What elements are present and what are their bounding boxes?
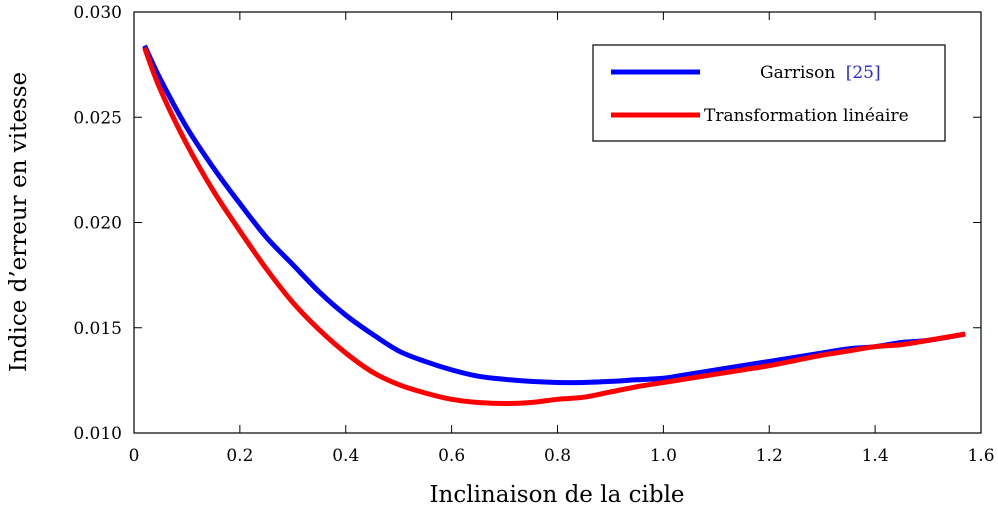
x-tick-label: 0.4 — [332, 446, 359, 466]
legend-box — [592, 44, 946, 142]
y-tick-label: 0.025 — [73, 108, 122, 128]
series-line-transformation-lineaire — [142, 46, 966, 407]
x-tick-label: 0.8 — [544, 446, 571, 466]
tick-labels: 0 0.2 0.4 0.6 0.8 1.0 1.2 1.4 1.6 0.010 0.015 0.020… — [73, 3, 994, 466]
y-tick-label: 0.015 — [73, 319, 122, 339]
x-tick-label: 0.6 — [438, 446, 465, 466]
y-tick-label: 0.030 — [73, 3, 122, 23]
axis-ticks — [133, 11, 982, 434]
legend-label-garrison: Garrison [25] — [760, 63, 881, 83]
legend-reference-garrison: [25] — [846, 63, 881, 83]
legend-name-garrison: Garrison — [760, 63, 835, 83]
y-tick-label: 0.020 — [73, 214, 122, 234]
legend-label-transformation-lineaire: Transformation linéaire — [704, 106, 909, 126]
x-axis-title: Inclinaison de la cible — [429, 482, 684, 508]
x-tick-label: 1.0 — [650, 446, 677, 466]
x-tick-label: 1.6 — [967, 446, 994, 466]
x-tick-label: 1.2 — [756, 446, 783, 466]
x-tick-label: 1.4 — [862, 446, 889, 466]
y-axis-title: Indice d’erreur en vitesse — [6, 72, 32, 372]
legend: Garrison [25] Transformation linéaire — [592, 44, 946, 142]
x-tick-label: 0.2 — [226, 446, 253, 466]
x-tick-label: 0 — [129, 446, 140, 466]
y-tick-label: 0.010 — [73, 424, 122, 444]
series-layer — [142, 44, 966, 407]
